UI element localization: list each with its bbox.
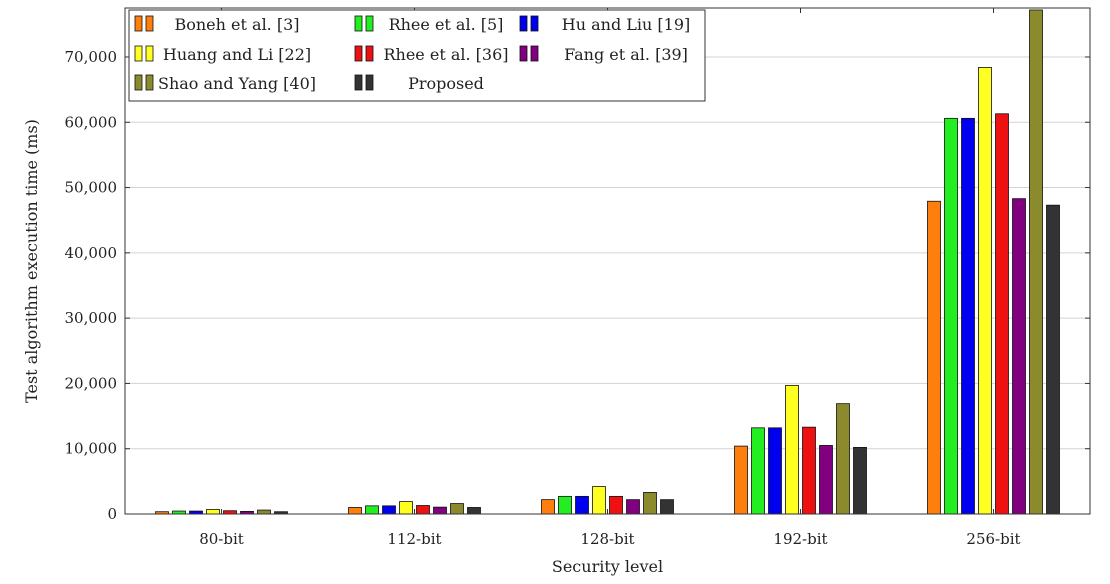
x-tick-label: 192-bit [773, 530, 827, 548]
bar [433, 506, 447, 515]
legend-entry: Shao and Yang [40] [158, 74, 316, 93]
y-tick-label: 40,000 [65, 244, 118, 262]
bar [768, 427, 782, 515]
legend: Boneh et al. [3] Rhee et al. [5] Hu and Li… [128, 9, 706, 102]
bar [416, 505, 430, 515]
bar [257, 509, 271, 515]
bar [558, 495, 572, 515]
legend-swatch [519, 45, 528, 62]
bar [853, 447, 867, 515]
legend-swatch [134, 15, 143, 32]
bar [734, 445, 748, 515]
legend-swatch [145, 74, 154, 91]
legend-swatch [354, 74, 363, 91]
legend-entry: Hu and Liu [19] [562, 15, 691, 34]
y-axis-label: Test algorithm execution time (ms) [22, 119, 41, 403]
legend-entry: Proposed [408, 74, 484, 93]
y-tick-label: 20,000 [65, 374, 118, 392]
bar [206, 509, 220, 515]
bar [626, 499, 640, 515]
bar [541, 499, 555, 515]
bar [643, 492, 657, 515]
bar [1012, 198, 1026, 515]
legend-swatch [530, 15, 539, 32]
bar [961, 117, 975, 515]
legend-swatch [134, 74, 143, 91]
bar [802, 426, 816, 515]
bar [609, 495, 623, 515]
bar [1046, 204, 1060, 515]
x-axis-label: Security level [552, 557, 663, 576]
bar [927, 200, 941, 515]
legend-swatch [134, 45, 143, 62]
bar [819, 445, 833, 515]
legend-entry: Rhee et al. [5] [389, 15, 504, 34]
bar [467, 507, 481, 515]
bar [382, 505, 396, 515]
bar [575, 495, 589, 515]
legend-swatch [365, 15, 374, 32]
x-tick-label: 256-bit [966, 530, 1020, 548]
legend-box [128, 9, 706, 102]
bar [1029, 9, 1043, 515]
y-tick-label: 50,000 [65, 179, 118, 197]
legend-swatch [354, 15, 363, 32]
legend-swatch [365, 74, 374, 91]
bar [348, 507, 362, 515]
legend-swatch [365, 45, 374, 62]
bar [592, 486, 606, 515]
bar [450, 503, 464, 515]
legend-swatch [530, 45, 539, 62]
bars [155, 9, 1060, 515]
bar [399, 501, 413, 515]
y-tick-label: 10,000 [65, 440, 118, 458]
bar [785, 384, 799, 515]
bar [365, 505, 379, 515]
bar [751, 427, 765, 515]
legend-swatch [354, 45, 363, 62]
bar [660, 499, 674, 515]
legend-entry: Huang and Li [22] [163, 45, 311, 64]
x-tick-label: 80-bit [199, 530, 244, 548]
legend-entry: Fang et al. [39] [564, 45, 688, 64]
y-tick-label: 30,000 [65, 309, 118, 327]
y-axis-ticks: 0 10,000 20,000 30,000 40,000 50,000 60,000 70,… [65, 48, 1090, 523]
x-tick-label: 112-bit [387, 530, 441, 548]
legend-entry: Boneh et al. [3] [174, 15, 299, 34]
y-tick-label: 0 [107, 505, 117, 523]
bar [836, 403, 850, 515]
y-tick-label: 70,000 [65, 48, 118, 66]
bar [944, 117, 958, 515]
bar [978, 67, 992, 515]
y-tick-label: 60,000 [65, 113, 118, 131]
legend-swatch [519, 15, 528, 32]
x-tick-label: 128-bit [580, 530, 634, 548]
legend-swatch [145, 45, 154, 62]
legend-swatch [145, 15, 154, 32]
legend-entry: Rhee et al. [36] [383, 45, 508, 64]
bar [995, 113, 1009, 515]
